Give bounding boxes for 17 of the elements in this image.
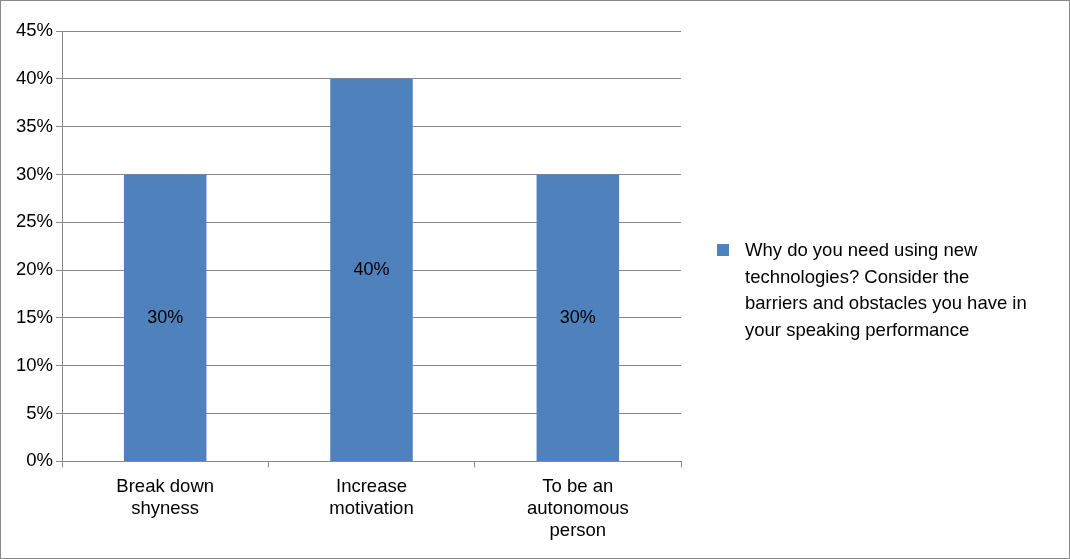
y-tick-label: 0% xyxy=(26,449,54,471)
y-tick-label: 35% xyxy=(16,114,54,136)
y-tick-label: 15% xyxy=(16,306,54,328)
data-label: 30% xyxy=(147,306,184,327)
x-tick-label: Increase motivation xyxy=(329,474,414,518)
y-tick-label: 5% xyxy=(26,401,54,423)
y-tick-label: 45% xyxy=(16,19,54,41)
y-tick-label: 10% xyxy=(16,353,54,375)
data-label: 30% xyxy=(559,306,596,327)
y-tick-label: 25% xyxy=(16,210,54,232)
legend-label: Why do you need using new technologies? Consider the barriers and obstacles you have in your speaking performance xyxy=(745,238,1028,342)
y-tick-label: 20% xyxy=(16,258,54,280)
x-tick-label: To be an autonomous person xyxy=(526,474,629,540)
y-tick-label: 30% xyxy=(16,162,54,184)
y-tick-label: 40% xyxy=(16,66,54,88)
data-label: 40% xyxy=(353,258,390,279)
x-tick-label: Break down shyness xyxy=(116,474,215,518)
